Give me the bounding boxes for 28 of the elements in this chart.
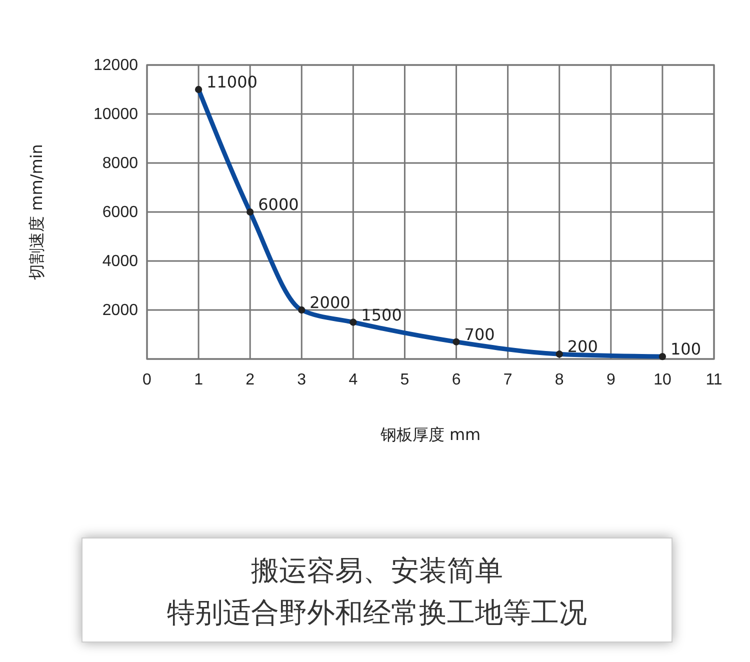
data-label: 6000 [258,195,299,214]
x-tick-label: 2 [246,371,255,388]
x-tick-label: 6 [452,371,461,388]
x-tick-label: 4 [348,371,358,388]
data-label: 700 [464,324,495,344]
y-tick-label: 12000 [94,57,138,74]
text: 搬运容易、安装简单 [251,554,503,587]
x-axis-title: 钢板厚度 mm [379,425,481,444]
x-tick-label: 3 [297,371,306,388]
data-label: 1500 [361,305,402,324]
y-tick-label: 2000 [102,302,138,320]
x-tick-label: 10 [654,371,672,388]
x-tick-label: 1 [194,371,204,388]
y-tick-label: 4000 [102,253,138,270]
x-tick-label: 0 [142,371,152,388]
data-label: 200 [567,337,598,356]
x-tick-label: 7 [503,371,512,388]
text: 特别适合野外和经常换工地等工况 [167,596,587,629]
x-tick-label: 5 [400,371,410,388]
data-label: 100 [670,340,701,359]
data-label: 2000 [310,293,350,312]
x-tick-label: 8 [554,371,564,388]
y-tick-label: 6000 [102,204,138,222]
y-axis-title: 切割速度 mm/min [27,144,46,280]
y-tick-label: 8000 [102,155,138,172]
x-tick-label: 11 [706,371,722,388]
y-tick-label: 10000 [94,106,138,124]
x-tick-label: 9 [606,371,616,388]
